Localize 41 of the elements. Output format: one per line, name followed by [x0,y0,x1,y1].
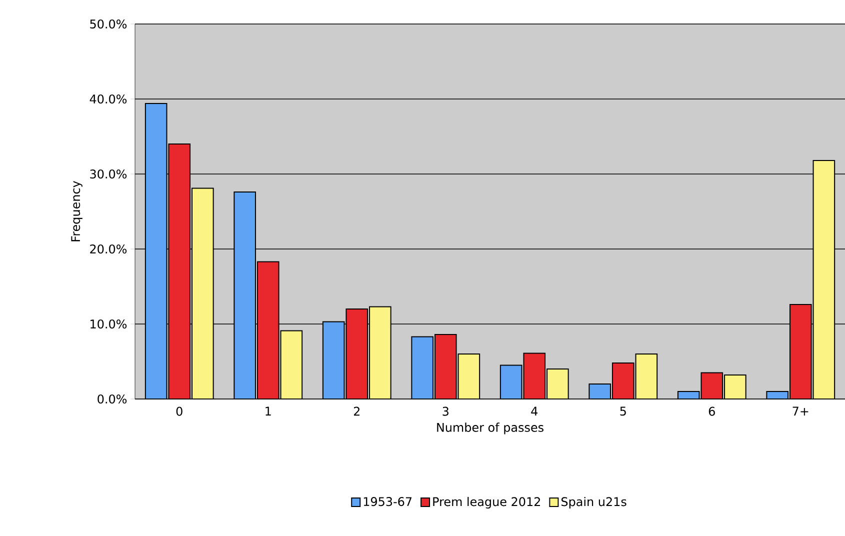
bar [500,364,522,399]
bar [168,144,191,399]
bar [588,384,611,399]
bar [458,354,480,399]
x-tick-label: 1 [266,406,271,416]
bar [369,306,392,399]
x-tick-label: 7+ [792,406,808,416]
bar [789,304,812,399]
bar [812,160,836,399]
bar [280,330,303,399]
x-tick-label: 0 [176,406,182,416]
bar [411,336,434,399]
y-tick-label: 20.0% [90,244,127,254]
x-axis-title: Number of passes [437,422,544,434]
bar [612,362,634,399]
y-tick-label: 30.0% [90,169,127,179]
y-tick-label: 40.0% [90,94,127,104]
bar [434,334,457,399]
y-tick-label: 0.0% [98,394,127,404]
legend-label: Prem league 2012 [433,496,540,508]
bar [256,261,280,399]
bar [144,103,168,399]
legend-label: Spain u21s [561,496,626,508]
y-axis-title: Frequency [71,180,82,242]
bar [635,354,658,399]
bar [192,188,214,399]
x-tick-label: 4 [531,406,538,416]
x-tick-label: 2 [354,406,360,416]
x-tick-label: 6 [708,406,715,416]
x-tick-label: 3 [442,406,448,416]
bar [322,321,345,399]
x-tick-label: 5 [620,406,626,416]
legend-label: 1953-67 [364,497,412,506]
bar [546,368,569,399]
y-tick-label: 10.0% [90,319,127,329]
y-tick-label: 50.0% [90,19,127,29]
bar [724,374,746,399]
bar [346,308,368,399]
bar [523,352,546,399]
bar [234,192,256,399]
bar [700,372,724,399]
